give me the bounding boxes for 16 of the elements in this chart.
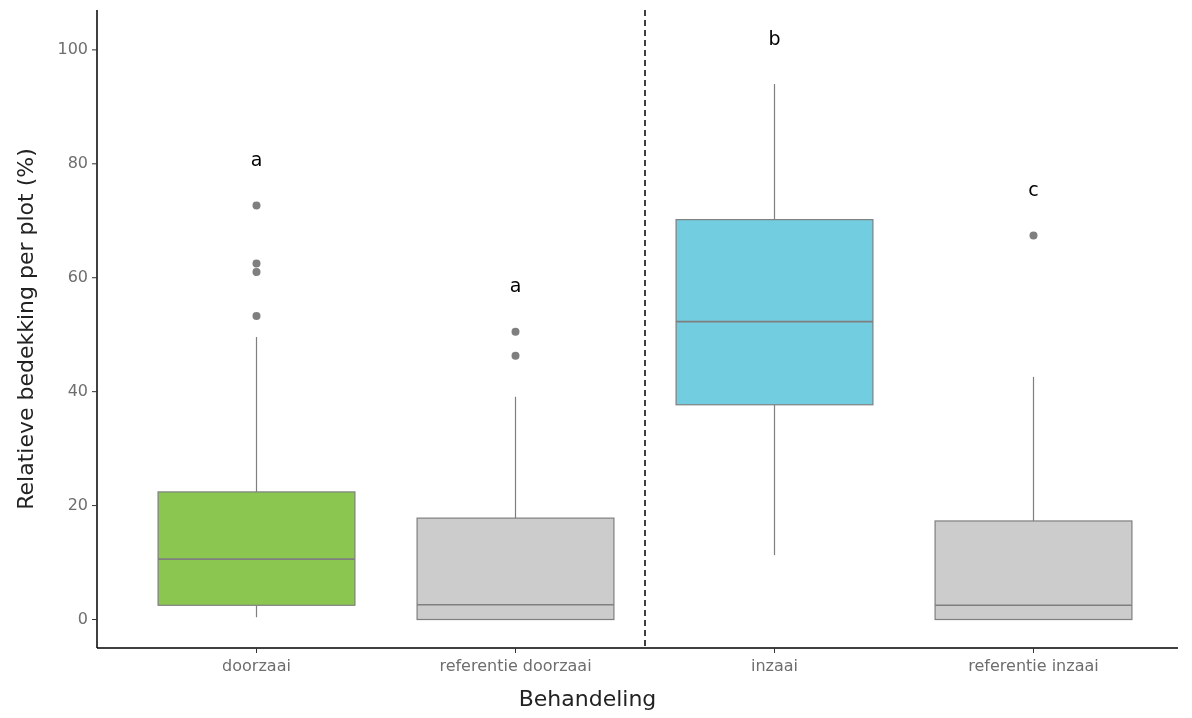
annotation: a	[250, 147, 263, 170]
annotation: b	[768, 26, 781, 49]
x-tick-label: doorzaai	[222, 656, 291, 675]
y-tick-label: 40	[67, 381, 88, 401]
y-axis-title: Relatieve bedekking per plot (%)	[13, 148, 38, 510]
y-tick-label: 80	[67, 153, 88, 173]
annotation: c	[1028, 178, 1039, 201]
y-tick-label: 0	[77, 609, 88, 629]
x-tick-label: referentie doorzaai	[439, 656, 592, 675]
x-tick-label: referentie inzaai	[968, 656, 1099, 675]
y-tick-label: 60	[67, 267, 88, 287]
y-tick-label: 20	[67, 495, 88, 515]
x-axis-title: Behandeling	[518, 686, 657, 711]
y-tick-label: 100	[57, 39, 88, 59]
x-tick-label: inzaai	[750, 656, 799, 675]
annotation: a	[509, 274, 522, 297]
